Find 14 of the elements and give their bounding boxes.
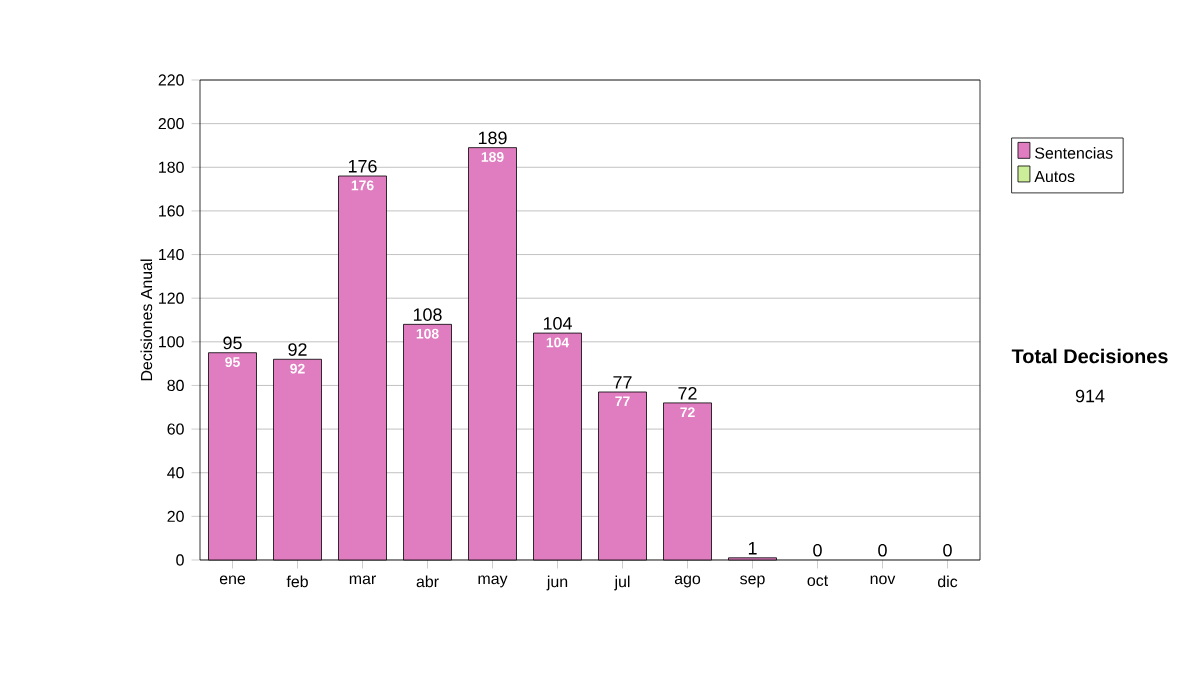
total-label: 189 [478,131,507,145]
text: 914 [1075,389,1105,403]
total-label: 72 [678,386,697,400]
total-label: 0 [813,543,822,557]
total-label: 104 [543,316,572,330]
total-label: 92 [288,343,307,356]
total-label: 1 [748,542,757,555]
total-label: 108 [413,308,442,321]
total-label: 0 [878,543,887,557]
total-label: 176 [348,159,377,173]
total-label: 0 [943,543,952,557]
text: Total Decisiones [1011,348,1168,364]
total-label: 95 [223,336,242,350]
total-label: 77 [613,376,632,389]
